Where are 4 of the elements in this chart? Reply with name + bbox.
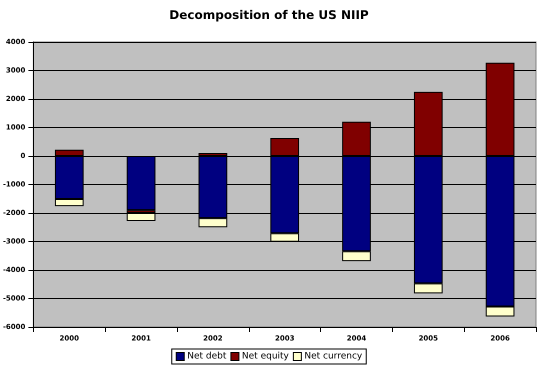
legend-label: Net debt [187,352,227,362]
legend-label: Net currency [304,352,363,362]
legend-label: Net equity [242,352,290,362]
chart-title: Decomposition of the US NIIP [169,8,369,22]
